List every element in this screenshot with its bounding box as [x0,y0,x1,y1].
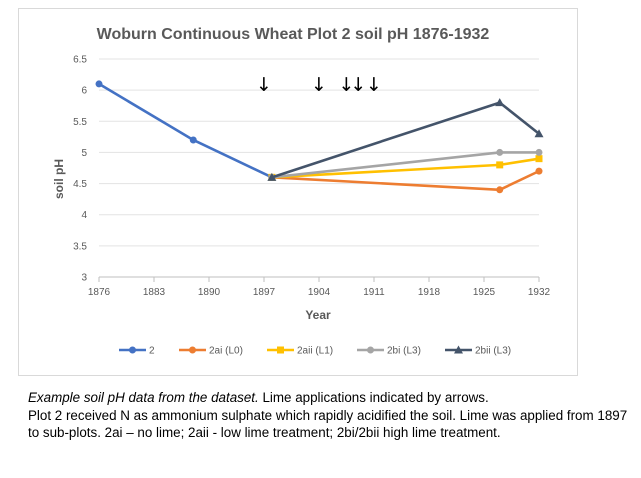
x-tick-label: 1876 [88,287,111,298]
legend: 2 2ai (L0) 2aii (L1) 2bi (L3) 2bii (L3) [119,345,511,357]
gridlines [99,58,539,278]
legend-marker [367,346,374,354]
data-point [534,129,544,138]
y-tick-labels: 3 3.5 4 4.5 5 5.5 6 6.5 [73,55,87,284]
lime-arrow-icon: ↓ [339,74,355,96]
caption-italic-lead: Example soil pH data from the dataset. [28,390,259,405]
y-tick-label: 3.5 [73,241,87,252]
y-tick-label: 4.5 [73,179,87,190]
caption-line-2: Plot 2 received N as ammonium sulphate w… [28,407,628,441]
legend-marker [454,345,463,354]
legend-item: 2 [119,346,155,357]
series-2aii-l1- [268,155,543,181]
y-tick-label: 4 [81,210,87,221]
lime-arrows: ↓ ↓ ↓↓ ↓ [256,74,382,96]
chart-svg: Woburn Continuous Wheat Plot 2 soil pH 1… [52,26,551,357]
x-tick-label: 1925 [473,287,496,298]
lime-arrow-icon: ↓ [311,74,327,96]
data-point [535,167,543,175]
legend-label: 2 [149,346,155,357]
x-tick-label: 1911 [363,287,385,298]
chart-title: Woburn Continuous Wheat Plot 2 soil pH 1… [97,26,490,43]
y-tick-label: 3 [81,273,87,284]
legend-label: 2bi (L3) [387,346,421,357]
y-tick-label: 6 [81,86,87,97]
x-tick-label: 1890 [198,287,221,298]
legend-label: 2ai (L0) [209,346,243,357]
series-2ai-l0- [268,167,543,194]
series-line [98,82,273,179]
x-tick-label: 1932 [528,287,551,298]
x-axis-title: Year [305,308,331,322]
legend-item: 2aii (L1) [267,346,333,357]
figure-caption: Example soil pH data from the dataset. L… [28,389,634,442]
y-tick-label: 5 [81,148,87,159]
series-lines [95,80,544,194]
data-point [535,148,543,156]
chart-area: Woburn Continuous Wheat Plot 2 soil pH 1… [18,8,578,376]
caption-lead-rest: Lime applications indicated by arrows. [258,390,489,405]
data-point [535,155,543,163]
y-axis-title: soil pH [52,159,66,199]
caption-line-1: Example soil pH data from the dataset. L… [28,389,634,407]
data-point [496,148,504,156]
legend-marker [189,346,196,354]
data-point [95,80,103,88]
data-point [495,98,505,107]
data-point [496,161,504,169]
lime-arrow-icon: ↓ [350,74,366,96]
data-point [189,136,197,144]
legend-marker [129,346,136,354]
legend-label: 2bii (L3) [475,346,511,357]
legend-marker [277,346,284,354]
legend-label: 2aii (L1) [297,346,333,357]
y-tick-label: 5.5 [73,117,87,128]
x-tick-label: 1883 [143,287,166,298]
lime-arrow-icon: ↓ [256,74,272,96]
data-point [267,172,277,181]
x-tick-label: 1918 [418,287,441,298]
legend-item: 2bi (L3) [357,346,421,357]
x-tick-labels: 1876 1883 1890 1897 1904 1911 1918 1925 1932 [88,277,551,298]
x-tick-label: 1897 [253,287,276,298]
legend-item: 2bii (L3) [445,345,511,357]
legend-item: 2ai (L0) [179,346,243,357]
series-2bii-l3- [267,98,544,181]
data-point [496,186,504,194]
x-tick-label: 1904 [308,287,331,298]
lime-arrow-icon: ↓ [366,74,382,96]
y-tick-label: 6.5 [73,55,87,66]
series-2 [95,80,276,181]
